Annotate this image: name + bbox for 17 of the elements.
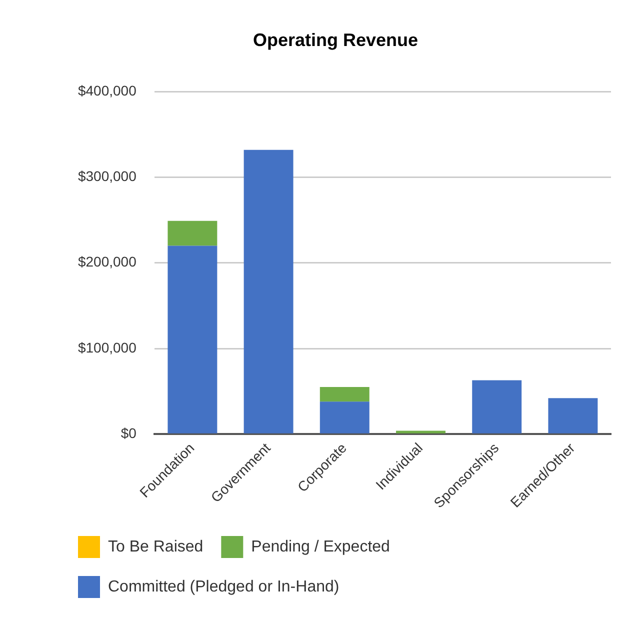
legend-label: Committed (Pledged or In-Hand) (108, 578, 340, 596)
y-tick-label: $300,000 (78, 168, 137, 184)
bar (396, 430, 446, 434)
bar (472, 380, 522, 434)
legend-label: Pending / Expected (251, 538, 390, 556)
legend-label: To Be Raised (108, 538, 204, 556)
chart-title: Operating Revenue (252, 30, 418, 50)
bar (320, 402, 370, 434)
bar (320, 387, 370, 402)
bar (168, 220, 218, 246)
y-tick-label: $200,000 (78, 254, 137, 270)
bar (168, 246, 218, 434)
bar (548, 398, 598, 434)
bar (244, 150, 294, 434)
y-tick-label: $0 (120, 425, 137, 441)
y-tick-label: $100,000 (78, 339, 137, 356)
y-tick-label: $400,000 (78, 82, 137, 98)
